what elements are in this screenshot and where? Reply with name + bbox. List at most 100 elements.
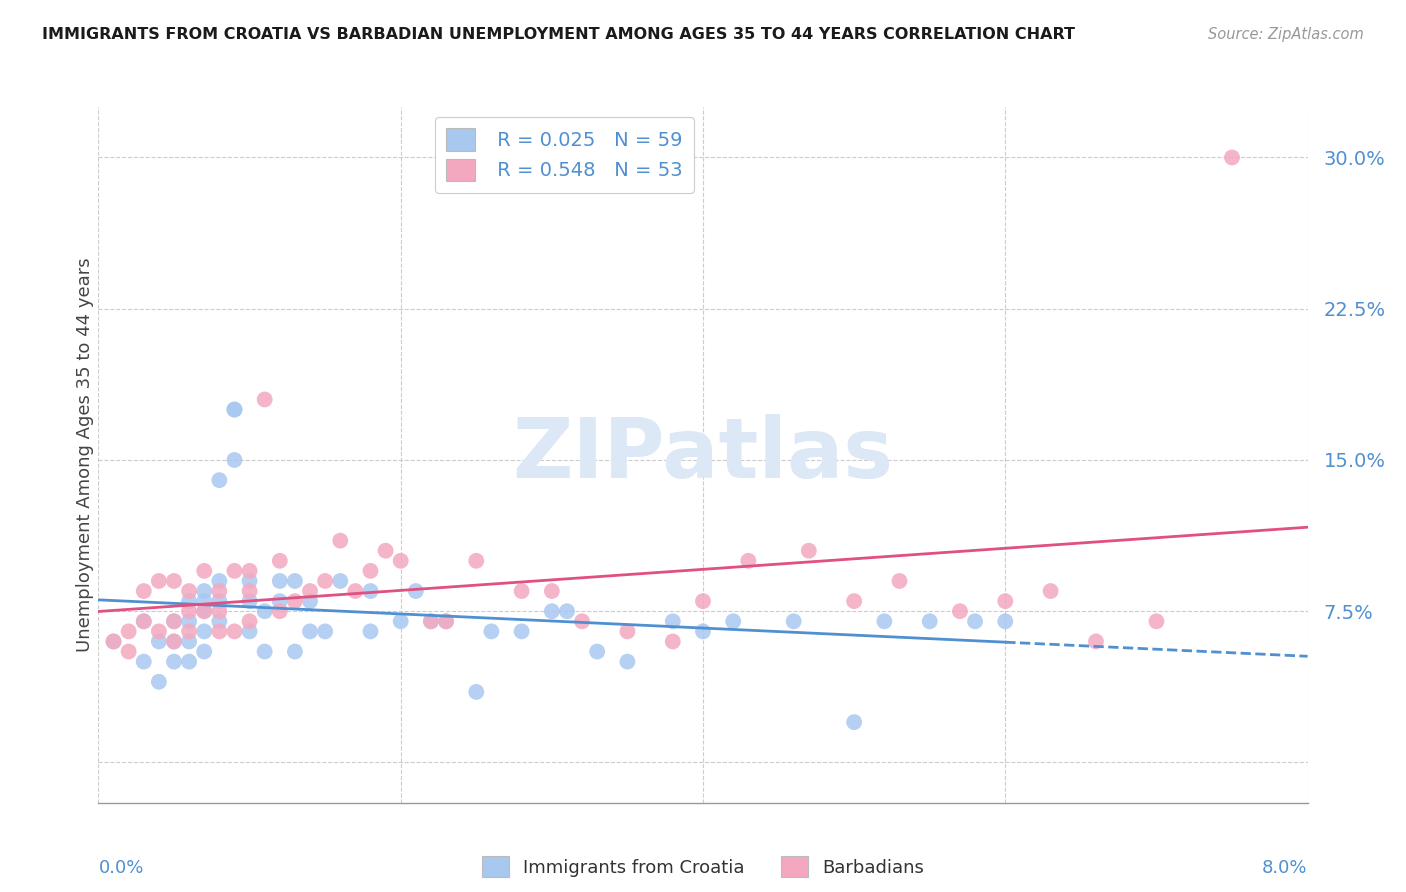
Point (540, 584, 562, 599)
Text: IMMIGRANTS FROM CROATIA VS BARBADIAN UNEMPLOYMENT AMONG AGES 35 TO 44 YEARS CORR: IMMIGRANTS FROM CROATIA VS BARBADIAN UNE… (42, 27, 1076, 42)
Y-axis label: Unemployment Among Ages 35 to 44 years: Unemployment Among Ages 35 to 44 years (76, 258, 94, 652)
Point (103, 634, 125, 648)
Point (692, 594, 714, 608)
Point (723, 615, 745, 629)
Point (179, 655, 201, 669)
Point (208, 584, 231, 599)
Point (179, 584, 201, 599)
Point (1085, 634, 1108, 648)
Point (269, 574, 291, 588)
Point (994, 615, 1017, 629)
Point (661, 615, 683, 629)
Legend: Immigrants from Croatia, Barbadians: Immigrants from Croatia, Barbadians (474, 849, 932, 884)
Point (253, 644, 276, 658)
Point (419, 615, 441, 629)
Point (239, 615, 262, 629)
Point (329, 574, 352, 588)
Point (118, 624, 141, 639)
Point (163, 634, 186, 648)
Point (389, 615, 412, 629)
Point (616, 655, 638, 669)
Point (179, 604, 201, 618)
Point (434, 615, 457, 629)
Point (148, 624, 170, 639)
Point (918, 615, 941, 629)
Point (163, 634, 186, 648)
Point (224, 402, 246, 417)
Point (374, 543, 396, 558)
Point (179, 615, 201, 629)
Point (208, 624, 231, 639)
Point (844, 594, 866, 608)
Point (389, 554, 412, 568)
Point (239, 574, 262, 588)
Point (314, 574, 336, 588)
Text: 0.0%: 0.0% (98, 859, 143, 877)
Point (118, 644, 141, 658)
Point (1039, 584, 1062, 599)
Point (239, 624, 262, 639)
Point (359, 584, 381, 599)
Point (132, 655, 155, 669)
Point (782, 615, 804, 629)
Point (616, 624, 638, 639)
Point (208, 574, 231, 588)
Point (253, 604, 276, 618)
Point (994, 594, 1017, 608)
Point (132, 615, 155, 629)
Point (479, 624, 503, 639)
Point (148, 634, 170, 648)
Point (224, 564, 246, 578)
Point (253, 392, 276, 407)
Point (434, 615, 457, 629)
Point (163, 615, 186, 629)
Point (163, 574, 186, 588)
Point (179, 594, 201, 608)
Point (103, 634, 125, 648)
Point (193, 584, 215, 599)
Point (329, 533, 352, 548)
Point (661, 634, 683, 648)
Point (269, 554, 291, 568)
Point (239, 584, 262, 599)
Point (208, 473, 231, 487)
Point (284, 644, 307, 658)
Point (148, 674, 170, 689)
Point (510, 584, 533, 599)
Point (571, 615, 593, 629)
Point (344, 584, 367, 599)
Point (586, 644, 609, 658)
Point (208, 615, 231, 629)
Point (949, 604, 972, 618)
Point (359, 624, 381, 639)
Text: ZIPatlas: ZIPatlas (513, 415, 893, 495)
Point (224, 624, 246, 639)
Point (1144, 615, 1167, 629)
Point (148, 574, 170, 588)
Text: 8.0%: 8.0% (1263, 859, 1308, 877)
Point (239, 564, 262, 578)
Point (132, 615, 155, 629)
Point (179, 624, 201, 639)
Point (873, 615, 896, 629)
Point (299, 624, 322, 639)
Point (193, 604, 215, 618)
Point (284, 594, 307, 608)
Point (224, 453, 246, 467)
Point (299, 584, 322, 599)
Point (737, 554, 759, 568)
Point (193, 624, 215, 639)
Point (284, 574, 307, 588)
Point (314, 624, 336, 639)
Point (269, 594, 291, 608)
Point (540, 604, 562, 618)
Point (299, 594, 322, 608)
Point (239, 594, 262, 608)
Point (844, 715, 866, 730)
Point (889, 574, 911, 588)
Point (555, 604, 578, 618)
Point (510, 624, 533, 639)
Point (224, 402, 246, 417)
Point (419, 615, 441, 629)
Text: Source: ZipAtlas.com: Source: ZipAtlas.com (1208, 27, 1364, 42)
